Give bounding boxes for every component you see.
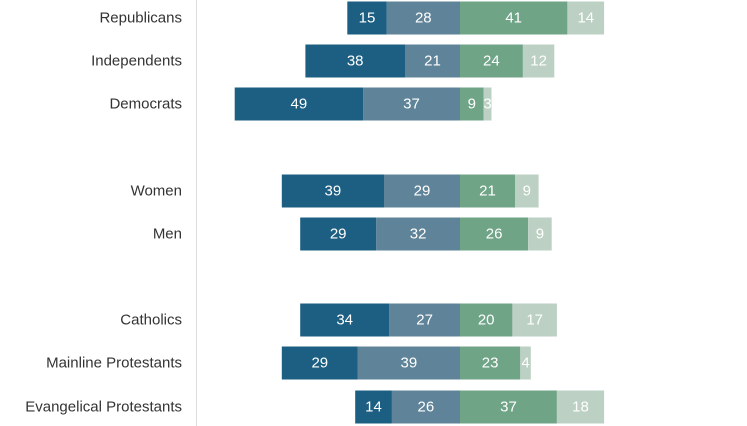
bar-segment (460, 44, 523, 78)
bar-segment (512, 303, 557, 337)
bar-value-label: 39 (325, 183, 342, 200)
bar-value-label: 41 (505, 10, 522, 27)
bar-value-label: 9 (536, 226, 544, 243)
bar-value-label: 28 (415, 10, 432, 27)
bar-value-label: 37 (403, 96, 420, 113)
bar-segment (305, 44, 405, 78)
bar-segment (281, 174, 384, 208)
bar-segment (357, 346, 460, 380)
bar-value-label: 20 (478, 312, 495, 329)
bar-value-label: 26 (486, 226, 503, 243)
bar-segment (405, 44, 460, 78)
bar-segment (386, 1, 460, 35)
bar-segment (460, 346, 521, 380)
bar-segment (483, 87, 492, 121)
bar-segment (556, 390, 605, 424)
bar-segment (460, 303, 513, 337)
category-label: Democrats (109, 96, 182, 113)
bar-segment (363, 87, 460, 121)
category-label: Republicans (99, 10, 182, 27)
bar-segment (300, 303, 390, 337)
bar-value-label: 14 (577, 10, 594, 27)
bar-value-label: 14 (365, 399, 382, 416)
bar-segment (391, 390, 460, 424)
bar-segment (300, 217, 377, 251)
bar-value-label: 17 (526, 312, 543, 329)
bar-value-label: 21 (424, 53, 441, 70)
bar-value-label: 23 (482, 355, 499, 372)
bar-value-label: 29 (311, 355, 328, 372)
category-label: Catholics (120, 312, 182, 329)
bar-segment (528, 217, 552, 251)
bar-value-label: 34 (336, 312, 353, 329)
bar-value-label: 32 (410, 226, 427, 243)
bar-segment (567, 1, 605, 35)
bar-value-label: 12 (530, 53, 547, 70)
bar-value-label: 9 (523, 183, 531, 200)
bar-segment (389, 303, 460, 337)
category-label: Women (131, 183, 182, 200)
bar-segment (384, 174, 460, 208)
bar-value-label: 18 (572, 399, 589, 416)
bar-segment (522, 44, 555, 78)
bar-value-label: 24 (483, 53, 500, 70)
category-labels: Republicans Independents Democrats Women Men… (25, 10, 182, 416)
bar-segment (515, 174, 539, 208)
category-label: Evangelical Protestants (25, 399, 182, 416)
bar-segment (520, 346, 531, 380)
bar-value-label: 27 (416, 312, 433, 329)
bar-segment (460, 217, 529, 251)
bar-segment (460, 174, 515, 208)
bar-value-label: 29 (330, 226, 347, 243)
bar-value-label: 37 (500, 399, 517, 416)
bar-value-label: 38 (347, 53, 364, 70)
bar-value-label: 29 (414, 183, 431, 200)
category-label: Mainline Protestants (46, 355, 182, 372)
bar-segment (355, 390, 392, 424)
bar-segment (376, 217, 460, 251)
bar-value-label: 3 (483, 96, 491, 113)
bar-value-label: 9 (468, 96, 476, 113)
bar-segment (234, 87, 364, 121)
category-label: Independents (91, 53, 182, 70)
bar-value-label: 21 (479, 183, 496, 200)
bar-segment (281, 346, 358, 380)
bar-segment (347, 1, 387, 35)
bar-value-label: 4 (521, 355, 529, 372)
bar-segment (460, 1, 568, 35)
category-label: Men (153, 226, 182, 243)
bar-value-label: 39 (401, 355, 418, 372)
bar-value-label: 26 (418, 399, 435, 416)
bar-value-label: 49 (291, 96, 308, 113)
bar-segment (460, 390, 557, 424)
bar-value-label: 15 (359, 10, 376, 27)
bar-segment (460, 87, 484, 121)
